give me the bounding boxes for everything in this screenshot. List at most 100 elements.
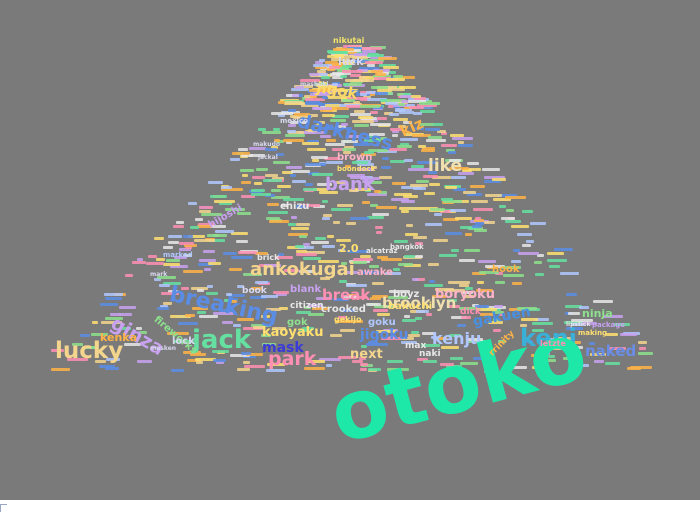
minor-word-speck — [389, 113, 399, 116]
cloud-word: hook — [492, 264, 520, 275]
minor-word-speck — [493, 329, 501, 332]
minor-word-speck — [424, 192, 435, 195]
minor-word-speck — [359, 67, 379, 70]
minor-word-speck — [240, 169, 254, 172]
minor-word-speck — [459, 307, 476, 310]
cloud-word: mask — [262, 340, 304, 356]
minor-word-speck — [173, 225, 184, 228]
cloud-word: citizen — [290, 301, 324, 311]
minor-word-speck — [226, 293, 232, 296]
minor-word-speck — [296, 205, 306, 208]
minor-word-speck — [251, 324, 271, 327]
minor-word-speck — [425, 128, 440, 131]
minor-word-speck — [476, 289, 493, 292]
minor-word-speck — [315, 61, 323, 64]
minor-word-speck — [306, 360, 325, 363]
minor-word-speck — [495, 281, 505, 284]
minor-word-speck — [367, 64, 375, 67]
minor-word-speck — [423, 360, 437, 363]
minor-word-speck — [324, 157, 339, 160]
minor-word-speck — [272, 177, 284, 180]
minor-word-speck — [267, 363, 285, 366]
minor-word-speck — [412, 134, 431, 137]
minor-word-speck — [255, 281, 268, 284]
minor-word-speck — [361, 47, 382, 50]
minor-word-speck — [416, 310, 429, 313]
minor-word-speck — [214, 200, 235, 203]
minor-word-speck — [320, 82, 328, 85]
minor-word-speck — [360, 368, 367, 371]
minor-word-speck — [92, 321, 98, 324]
minor-word-speck — [224, 299, 232, 302]
minor-word-speck — [332, 72, 351, 75]
minor-word-speck — [238, 148, 248, 151]
minor-word-speck — [376, 206, 397, 209]
minor-word-speck — [137, 360, 152, 363]
minor-word-speck — [366, 91, 376, 94]
minor-word-speck — [372, 295, 388, 298]
minor-word-speck — [526, 240, 534, 243]
minor-word-speck — [522, 210, 533, 213]
minor-word-speck — [334, 55, 355, 58]
minor-word-speck — [319, 59, 325, 62]
minor-word-speck — [278, 253, 284, 256]
minor-word-speck — [417, 104, 437, 107]
minor-word-speck — [176, 221, 184, 224]
minor-word-speck — [455, 217, 472, 220]
minor-word-speck — [371, 86, 388, 89]
minor-word-speck — [206, 292, 218, 295]
minor-word-speck — [213, 359, 226, 362]
minor-word-speck — [339, 280, 347, 283]
cloud-word: lucky — [55, 338, 124, 364]
cloud-word: kenju — [432, 329, 482, 348]
minor-word-speck — [357, 163, 374, 166]
minor-word-speck — [381, 337, 402, 340]
minor-word-speck — [370, 204, 378, 207]
minor-word-speck — [428, 263, 439, 266]
minor-word-speck — [429, 280, 435, 283]
minor-word-speck — [238, 251, 257, 254]
minor-word-speck — [492, 311, 504, 314]
minor-word-speck — [213, 234, 227, 237]
minor-word-speck — [468, 340, 487, 343]
minor-word-speck — [398, 263, 413, 266]
minor-word-speck — [432, 295, 446, 298]
minor-word-speck — [236, 240, 248, 243]
minor-word-speck — [434, 213, 442, 216]
minor-word-speck — [265, 148, 277, 151]
minor-word-speck — [420, 110, 435, 113]
minor-word-speck — [243, 361, 250, 364]
minor-word-speck — [344, 271, 358, 274]
minor-word-speck — [341, 309, 355, 312]
minor-word-speck — [405, 233, 418, 236]
minor-word-speck — [295, 245, 304, 248]
minor-word-speck — [242, 174, 248, 177]
minor-word-speck — [276, 293, 287, 296]
minor-word-speck — [380, 99, 389, 102]
minor-word-speck — [428, 171, 437, 174]
minor-word-speck — [250, 296, 266, 299]
minor-word-speck — [566, 341, 581, 344]
minor-word-speck — [221, 186, 232, 189]
minor-word-speck — [284, 269, 299, 272]
minor-word-speck — [452, 137, 473, 140]
minor-word-speck — [388, 88, 405, 91]
minor-word-speck — [375, 226, 383, 229]
minor-word-speck — [354, 53, 368, 56]
minor-word-speck — [119, 306, 136, 309]
minor-word-speck — [509, 308, 523, 311]
minor-word-speck — [451, 249, 459, 252]
minor-word-speck — [139, 331, 147, 334]
minor-word-speck — [406, 224, 413, 227]
minor-word-speck — [400, 143, 409, 146]
minor-word-speck — [157, 307, 169, 310]
minor-word-speck — [261, 334, 271, 337]
minor-word-speck — [411, 165, 424, 168]
minor-word-speck — [264, 264, 281, 267]
minor-word-speck — [347, 51, 357, 54]
minor-word-speck — [521, 318, 538, 321]
minor-word-speck — [571, 350, 579, 353]
minor-word-speck — [122, 327, 131, 330]
minor-word-speck — [369, 133, 385, 136]
minor-word-speck — [303, 243, 310, 246]
